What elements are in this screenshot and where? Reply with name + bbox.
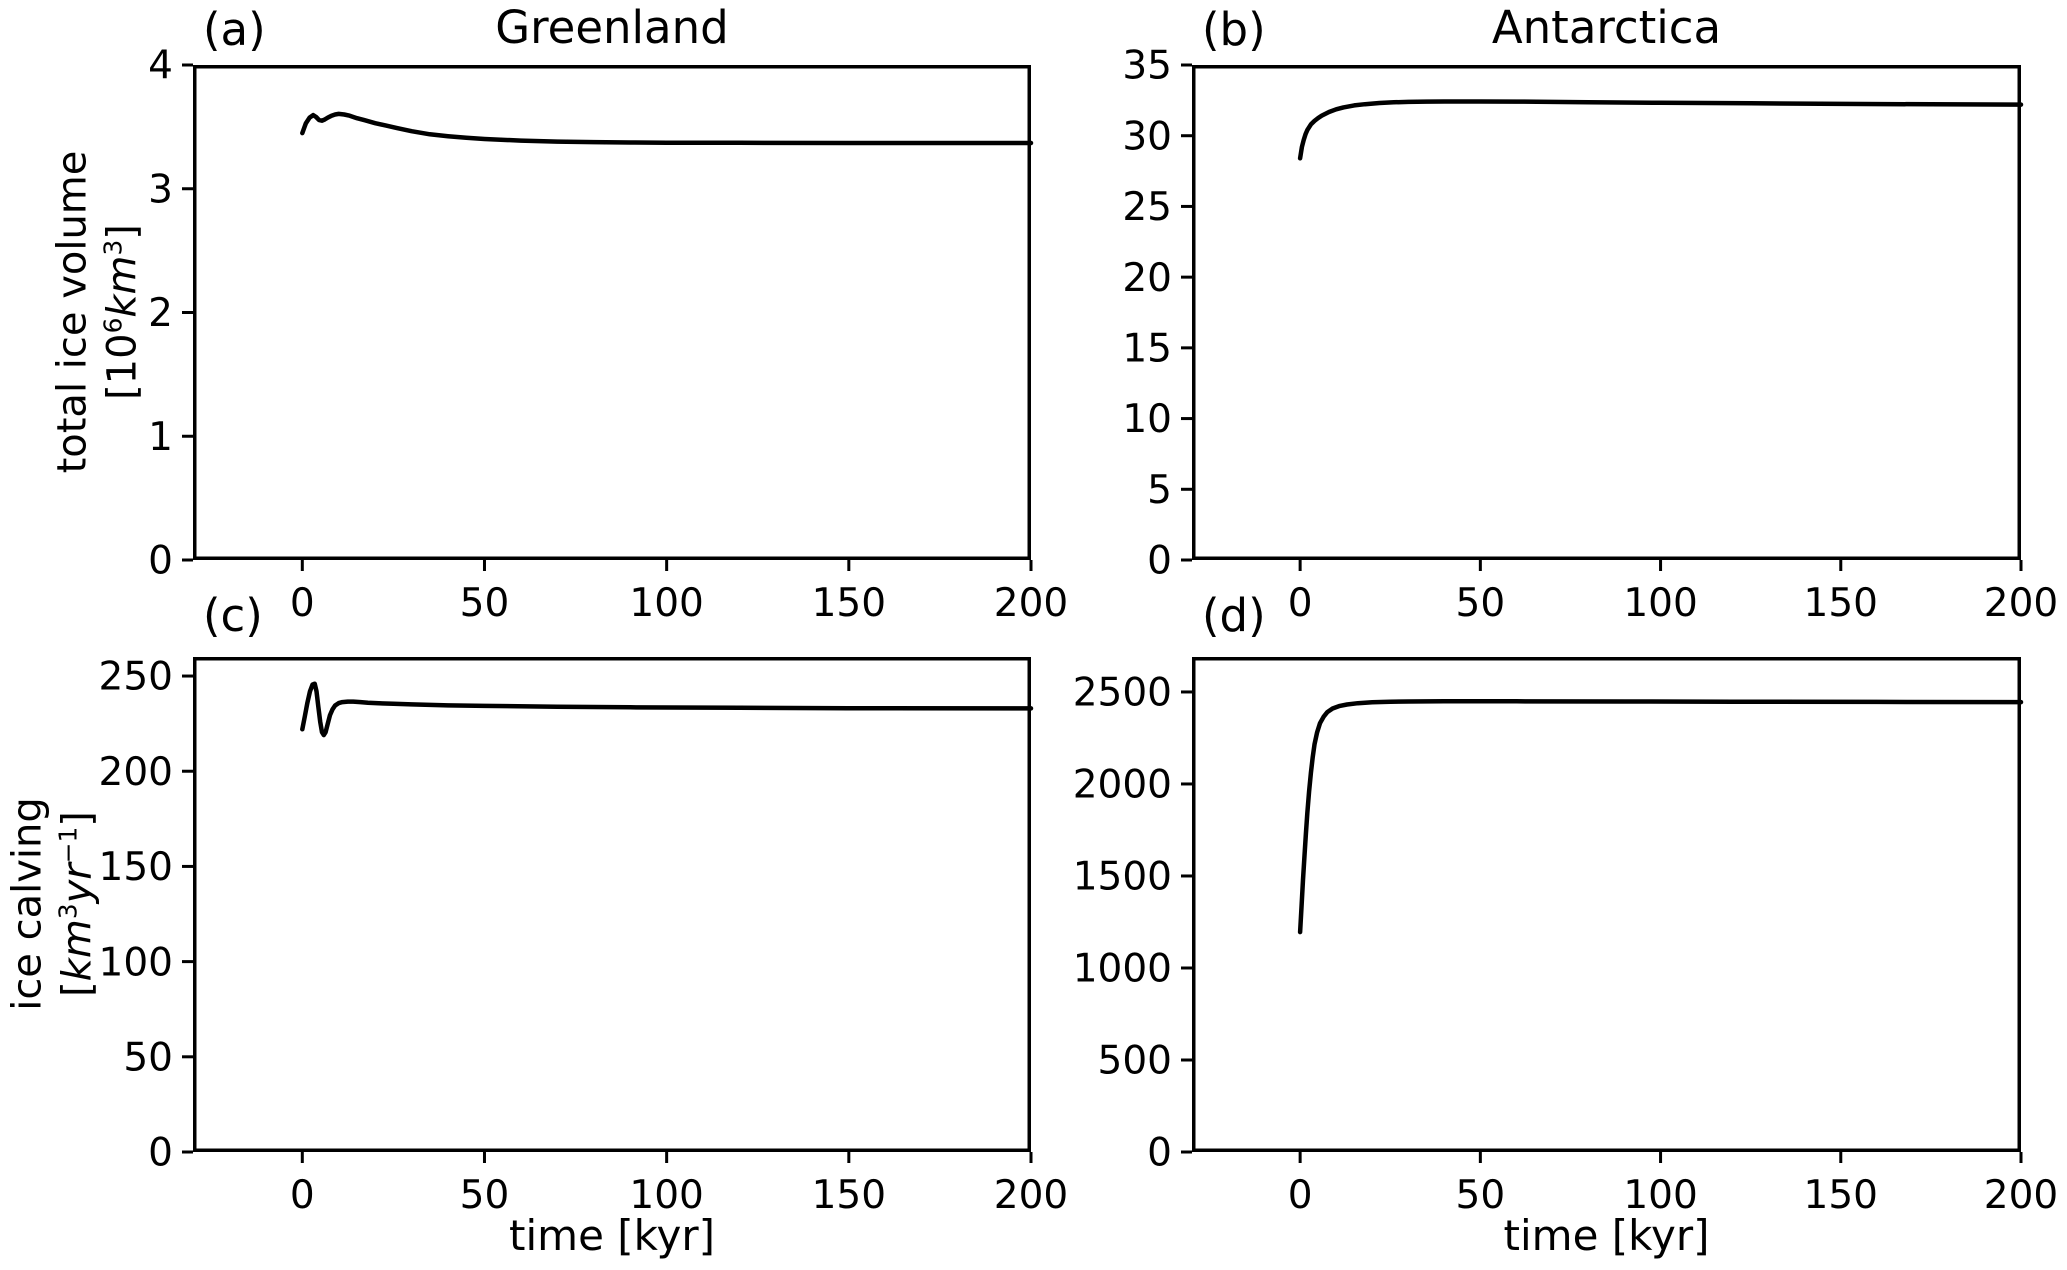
panel-c-plot: 0 50 100 150 200 0 50 100 150 200 250 — [99, 655, 1069, 1218]
x-tick-label: 0 — [290, 581, 315, 626]
y-tick-label: 150 — [99, 845, 173, 890]
plot-frame — [1192, 657, 2021, 1152]
panel-c-ylabel: ice calving [km3yr−1] — [3, 657, 103, 1152]
y-tick-label: 100 — [99, 940, 173, 985]
panel-a-plot: 0 50 100 150 200 0 1 2 3 4 — [148, 44, 1068, 626]
plot-svg: 0 50 100 150 200 0 1 2 3 4 — [148, 44, 1068, 626]
y-tick-label: 2000 — [1073, 763, 1172, 808]
y-tick-label: 2 — [148, 291, 173, 336]
panel-d-xlabel: time [kyr] — [1503, 1211, 1710, 1260]
panel-a-letter: (a) — [203, 3, 266, 56]
panel-a-ylabel: total ice volume [106km3] — [48, 65, 148, 560]
panel-a-title: Greenland — [495, 1, 729, 54]
y-tick-label: 1 — [148, 415, 173, 460]
panel-b-plot: 0 50 100 150 200 0 5 10 15 20 25 30 35 — [1122, 44, 2058, 626]
x-tick-label: 150 — [1804, 1173, 1878, 1218]
y-tick-label: 3 — [148, 167, 173, 212]
panel-d-letter: (d) — [1202, 589, 1266, 642]
ylabel-line1: ice calving — [4, 797, 51, 1011]
x-tick-label: 150 — [1804, 581, 1878, 626]
y-tick-label: 1000 — [1073, 947, 1172, 992]
ylabel-line2: [km3yr−1] — [53, 811, 101, 997]
x-tick-label: 50 — [460, 581, 510, 626]
y-tick-label: 5 — [1147, 468, 1172, 513]
y-tick-label: 2500 — [1073, 671, 1172, 716]
y-tick-label: 0 — [1147, 539, 1172, 584]
x-tick-label: 50 — [1456, 1173, 1506, 1218]
ylabel-line2: [106km3] — [98, 224, 146, 400]
y-tick-label: 50 — [123, 1035, 173, 1080]
x-tick-label: 200 — [994, 581, 1068, 626]
panel-b-title: Antarctica — [1491, 1, 1722, 54]
plot-frame — [1192, 65, 2021, 560]
data-line — [1297, 699, 2024, 935]
panel-c-xlabel: time [kyr] — [509, 1211, 715, 1260]
x-tick-label: 100 — [1623, 1173, 1697, 1218]
data-line — [300, 111, 1034, 146]
x-tick-label: 100 — [1623, 581, 1697, 626]
y-tick-label: 250 — [99, 655, 173, 700]
x-tick-label: 100 — [629, 1173, 703, 1218]
y-tick-label: 0 — [148, 1131, 173, 1176]
y-tick-label: 20 — [1122, 256, 1172, 301]
x-tick-label: 200 — [1984, 581, 2058, 626]
panel-c-letter: (c) — [203, 589, 263, 642]
data-line — [300, 681, 1034, 738]
x-tick-label: 0 — [1288, 581, 1313, 626]
y-tick-label: 1500 — [1073, 855, 1172, 900]
y-tick-label: 35 — [1122, 44, 1172, 89]
panel-b-letter: (b) — [1202, 3, 1266, 56]
plot-svg: 0 50 100 150 200 0 50 100 150 200 250 — [99, 655, 1069, 1218]
y-tick-label: 500 — [1098, 1039, 1172, 1084]
y-tick-label: 10 — [1122, 397, 1172, 442]
y-tick-label: 30 — [1122, 114, 1172, 159]
x-tick-label: 100 — [629, 581, 703, 626]
plot-frame — [193, 657, 1031, 1152]
panel-d-plot: 0 50 100 150 200 0 500 1000 1500 2000 2500 — [1073, 657, 2058, 1218]
x-tick-label: 150 — [812, 1173, 886, 1218]
y-tick-label: 0 — [148, 539, 173, 584]
x-tick-label: 150 — [812, 581, 886, 626]
x-tick-label: 200 — [994, 1173, 1068, 1218]
x-tick-label: 200 — [1984, 1173, 2058, 1218]
y-tick-label: 25 — [1122, 185, 1172, 230]
plot-frame — [193, 65, 1031, 560]
y-tick-label: 200 — [99, 750, 173, 795]
y-tick-label: 0 — [1147, 1131, 1172, 1176]
ylabel-line1: total ice volume — [49, 150, 96, 474]
data-line — [1297, 99, 2024, 161]
plot-svg: 0 50 100 150 200 0 5 10 15 20 25 30 35 — [1122, 44, 2058, 626]
x-tick-label: 50 — [1456, 581, 1506, 626]
x-tick-label: 0 — [1288, 1173, 1313, 1218]
x-tick-label: 0 — [290, 1173, 315, 1218]
y-tick-label: 15 — [1122, 327, 1172, 372]
y-tick-label: 4 — [148, 44, 173, 89]
x-tick-label: 50 — [460, 1173, 510, 1218]
